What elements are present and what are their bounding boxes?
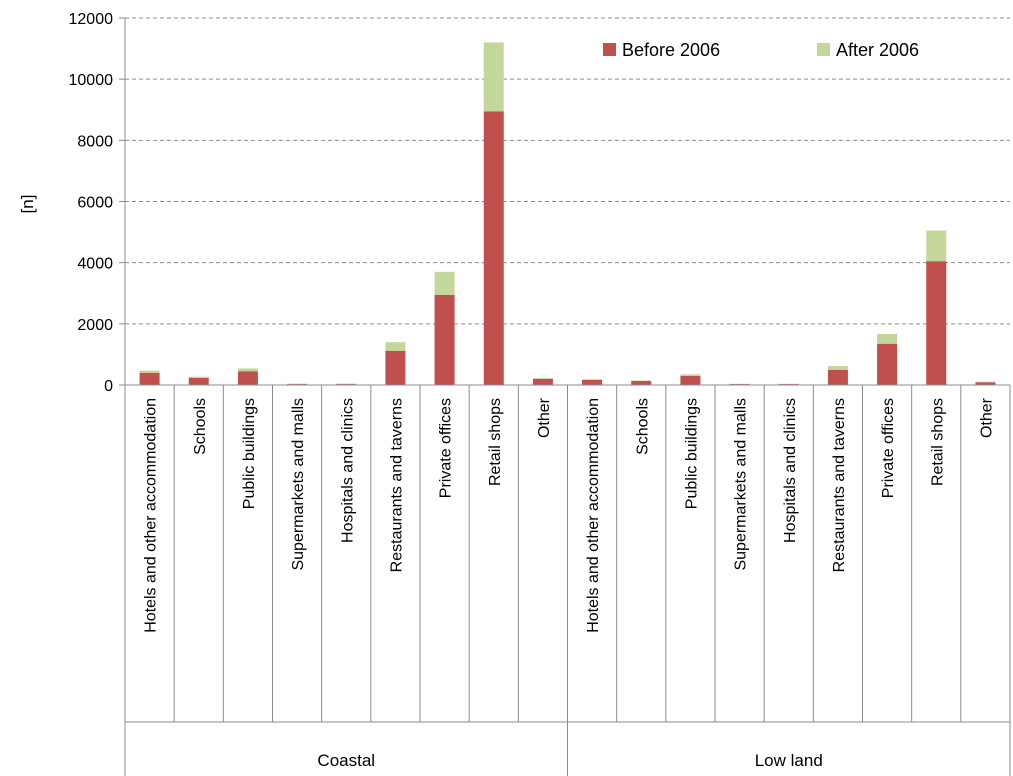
y-axis: 0 2000 4000 6000 8000 10000 12000 [69, 11, 126, 395]
bar-after-2006 [188, 376, 209, 378]
y-tick-label: 12000 [69, 11, 114, 28]
y-tick-label: 10000 [69, 72, 114, 89]
x-tick-label: Schools [634, 398, 651, 455]
bar-after-2006 [237, 368, 258, 372]
y-tick-label: 0 [104, 378, 113, 395]
x-tick-label: Retail shops [487, 398, 504, 486]
bar-after-2006 [434, 271, 455, 295]
bar-before-2006 [926, 261, 947, 385]
y-tick-label: 2000 [77, 317, 113, 334]
bar-before-2006 [827, 369, 848, 385]
legend-label: Before 2006 [622, 40, 720, 60]
x-axis: Hotels and other accommodation Schools Pub… [124, 384, 1011, 776]
bar-before-2006 [139, 372, 160, 385]
bar-after-2006 [877, 333, 898, 344]
x-tick-label: Public buildings [241, 398, 258, 509]
x-tick-label: Schools [192, 398, 209, 455]
legend-swatch [603, 43, 616, 56]
x-tick-label: Other [978, 397, 995, 438]
x-tick-label: Public buildings [683, 398, 700, 509]
bar-before-2006 [385, 350, 406, 385]
bar-after-2006 [532, 377, 553, 379]
x-tick-label: Hotels and other accommodation [585, 398, 602, 633]
bar-after-2006 [631, 380, 652, 382]
bar-before-2006 [483, 111, 504, 385]
x-tick-label: Restaurants and taverns [388, 398, 405, 572]
bar-before-2006 [975, 382, 996, 385]
bar-before-2006 [680, 375, 701, 385]
y-tick-label: 8000 [77, 133, 113, 150]
bar-before-2006 [188, 377, 209, 385]
bar-after-2006 [975, 381, 996, 383]
y-tick-label: 6000 [77, 195, 113, 212]
bar-before-2006 [237, 371, 258, 385]
group-label: Coastal [317, 751, 375, 770]
x-tick-label: Private offices [880, 398, 897, 498]
bar-after-2006 [680, 374, 701, 376]
bar-before-2006 [532, 378, 553, 385]
bar-after-2006 [483, 42, 504, 112]
bar-after-2006 [139, 370, 160, 373]
x-tick-label: Retail shops [929, 398, 946, 486]
legend-label: After 2006 [836, 40, 919, 60]
y-tick-label: 4000 [77, 256, 113, 273]
y-axis-label: [n] [18, 195, 37, 214]
group-label: Low land [755, 751, 823, 770]
bar-after-2006 [827, 366, 848, 370]
legend-swatch [817, 43, 830, 56]
bar-before-2006 [631, 381, 652, 385]
x-tick-label: Other [536, 397, 553, 438]
x-tick-label: Supermarkets and malls [733, 398, 750, 571]
x-tick-label: Hotels and other accommodation [143, 398, 160, 633]
bar-before-2006 [582, 379, 603, 385]
bar-before-2006 [434, 294, 455, 385]
bar-before-2006 [877, 343, 898, 385]
bar-after-2006 [926, 230, 947, 262]
grid-lines [125, 17, 1010, 325]
x-tick-label: Hospitals and clinics [339, 398, 356, 543]
bar-after-2006 [385, 342, 406, 351]
legend: Before 2006 After 2006 [603, 40, 919, 60]
bars [139, 42, 996, 385]
x-tick-label: Restaurants and taverns [831, 398, 848, 572]
x-tick-label: Hospitals and clinics [782, 398, 799, 543]
bar-after-2006 [582, 379, 603, 380]
x-tick-label: Private offices [438, 398, 455, 498]
x-tick-label: Supermarkets and malls [290, 398, 307, 571]
